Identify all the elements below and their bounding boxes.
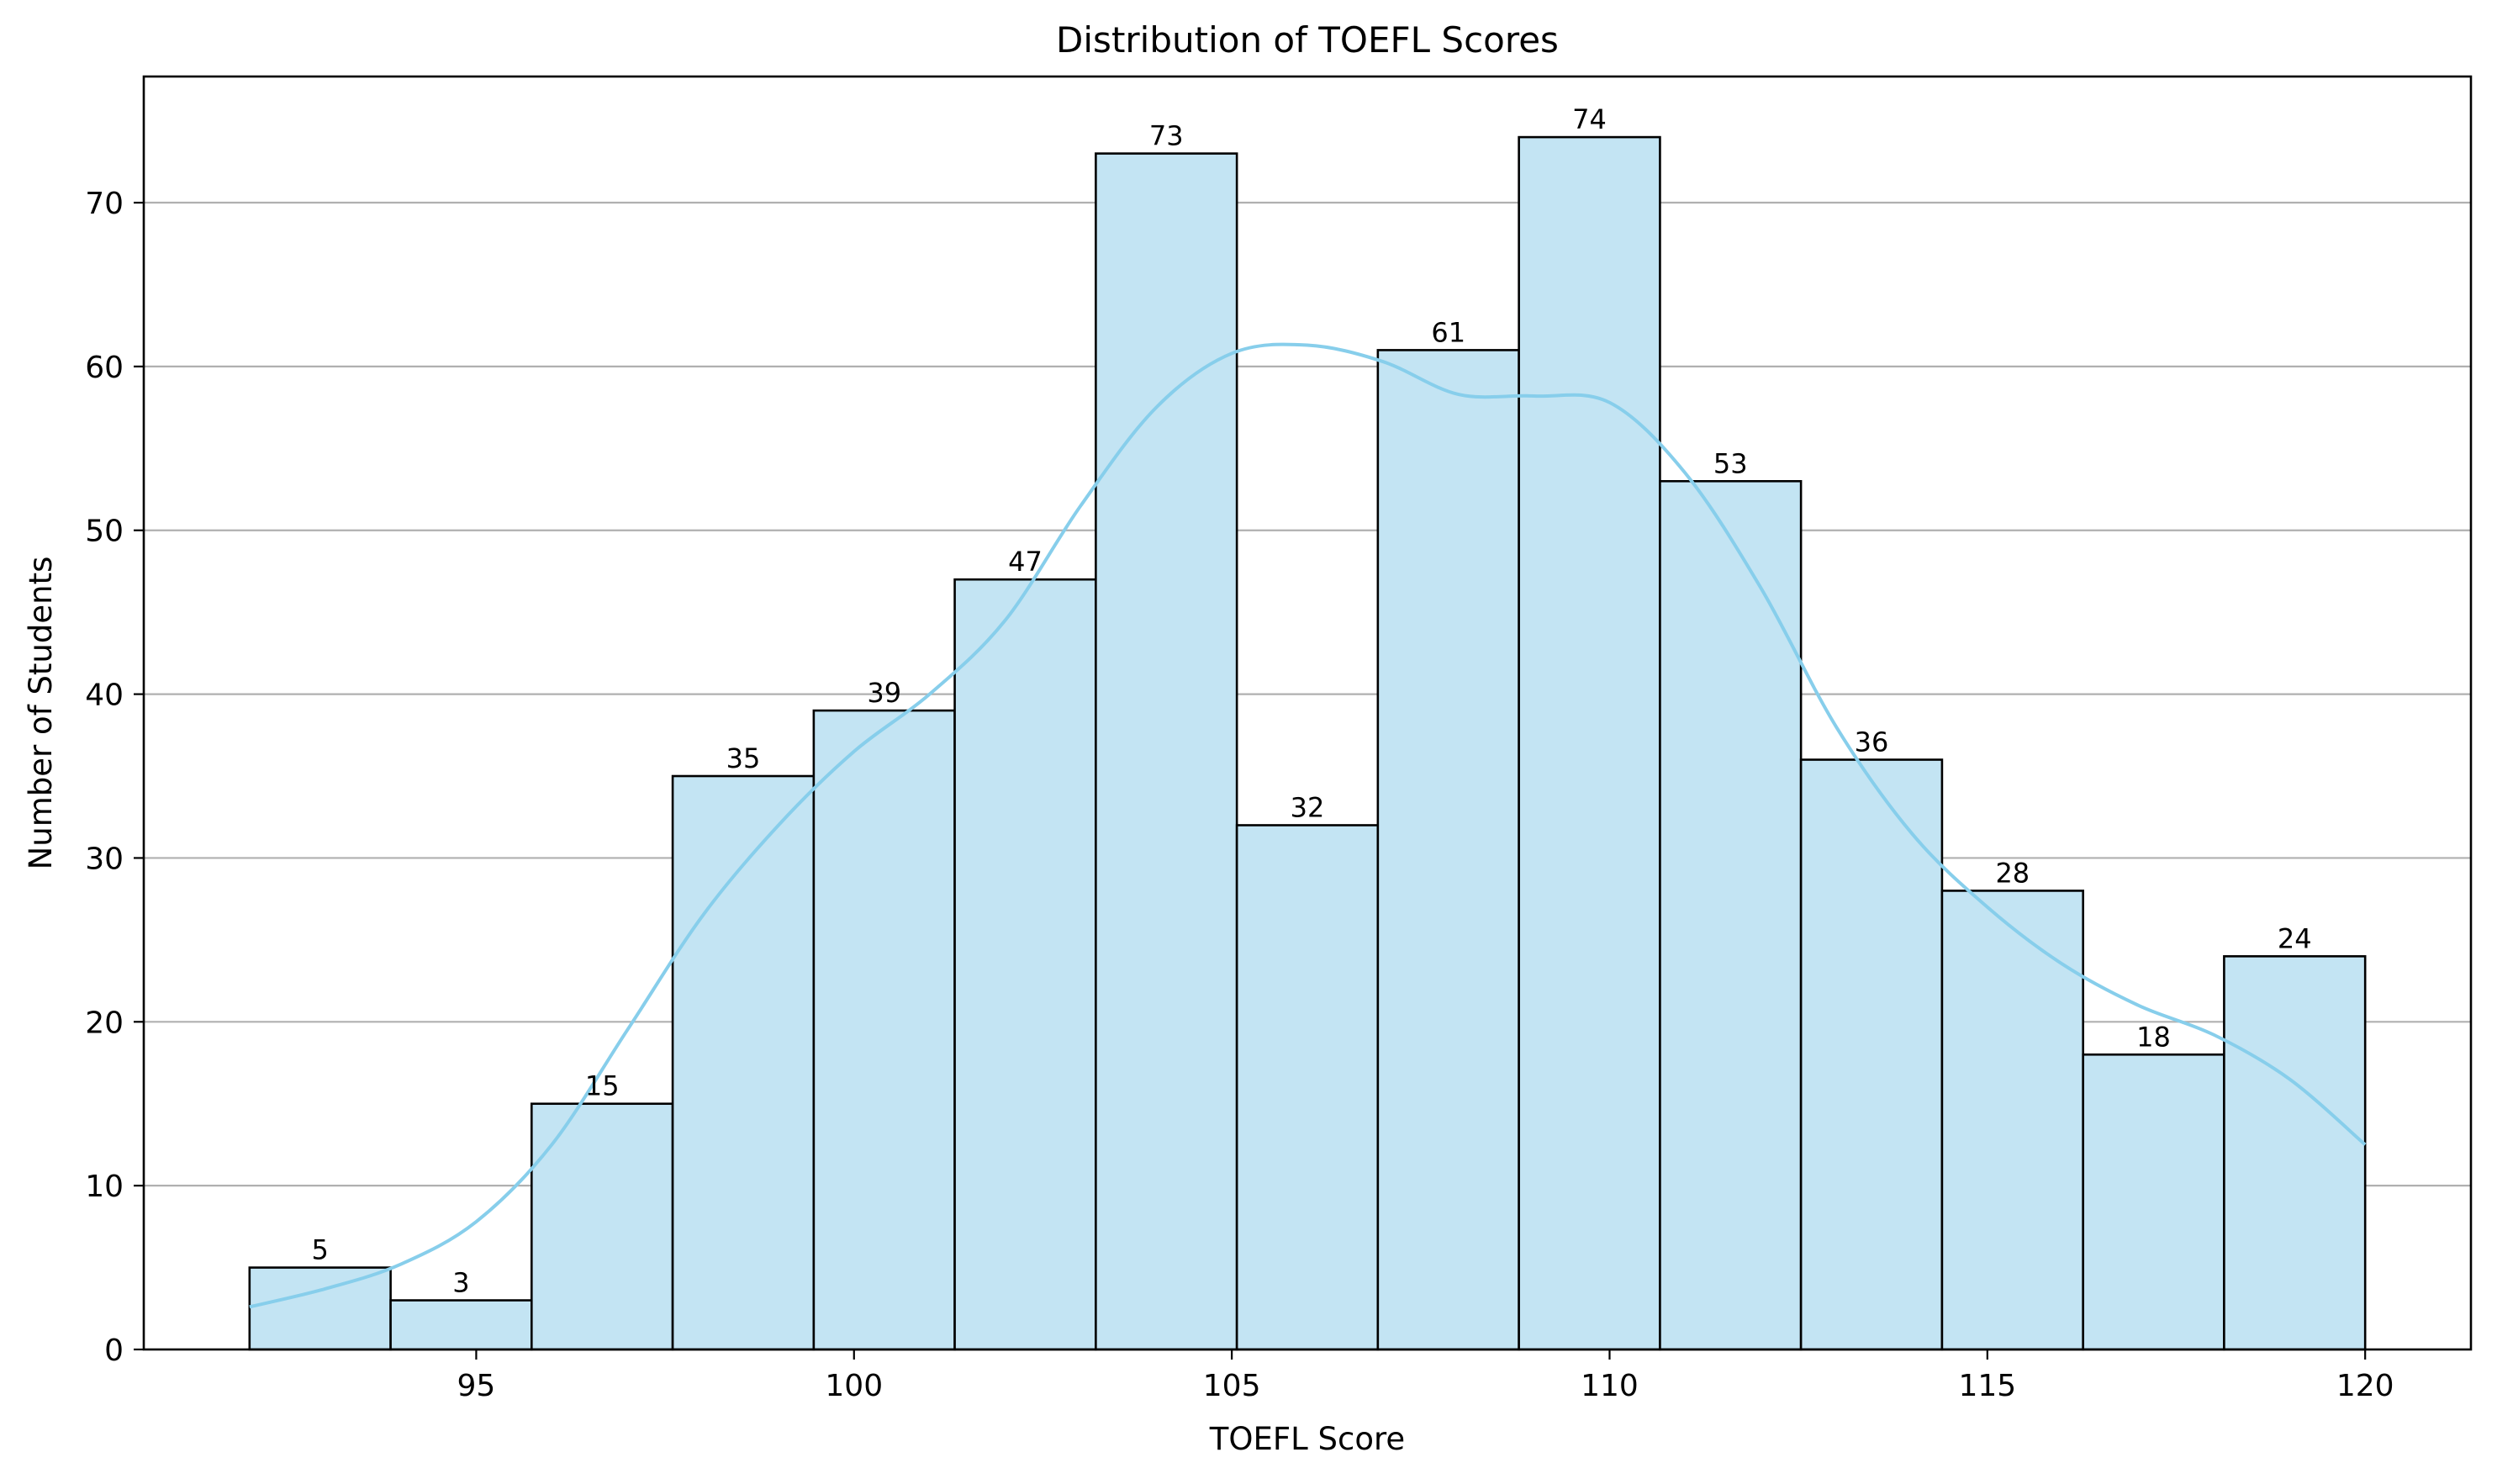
- x-tick-label: 120: [2336, 1369, 2394, 1403]
- y-tick-label: 50: [85, 515, 124, 549]
- bar-value-label: 18: [2136, 1021, 2171, 1053]
- y-tick-label: 40: [85, 679, 124, 713]
- histogram-bar: [953, 578, 1097, 1351]
- x-tick-label: 95: [457, 1369, 496, 1403]
- y-tick-label: 20: [85, 1006, 124, 1040]
- histogram-bar: [2082, 1053, 2225, 1351]
- bar-value-label: 24: [2278, 922, 2312, 954]
- y-tick-label: 70: [85, 187, 124, 221]
- histogram-bar: [389, 1299, 533, 1351]
- histogram-bar: [671, 774, 816, 1351]
- bar-value-label: 53: [1713, 447, 1748, 479]
- histogram-bar: [1095, 152, 1238, 1351]
- y-axis-label: Number of Students: [23, 557, 59, 870]
- bar-value-label: 28: [1995, 857, 2030, 889]
- bar-value-label: 35: [726, 742, 761, 774]
- histogram-bar: [1518, 135, 1661, 1351]
- bar-value-label: 36: [1855, 726, 1889, 758]
- kde-curve: [249, 342, 2367, 1309]
- histogram-bar: [531, 1102, 674, 1351]
- histogram-bar: [248, 1266, 392, 1351]
- bar-value-label: 15: [585, 1070, 620, 1102]
- bar-value-label: 74: [1572, 103, 1607, 135]
- x-axis-label: TOEFL Score: [1209, 1421, 1405, 1457]
- histogram-bar: [1940, 890, 2084, 1351]
- bar-value-label: 5: [312, 1234, 329, 1266]
- histogram-bar: [2223, 955, 2367, 1351]
- y-tick-label: 30: [85, 842, 124, 876]
- x-tick-label: 115: [1958, 1369, 2016, 1403]
- y-axis-ticks: 0 10 20 30 40 50 60 70: [85, 187, 144, 1368]
- x-tick-label: 105: [1203, 1369, 1261, 1403]
- bar-value-label: 39: [867, 677, 901, 709]
- chart-title: Distribution of TOEFL Scores: [1056, 19, 1559, 61]
- y-tick-label: 60: [85, 351, 124, 385]
- histogram-bars: [248, 135, 2367, 1351]
- kde-line: [249, 342, 2367, 1309]
- bar-value-label: 3: [452, 1267, 469, 1299]
- histogram-bar: [1235, 824, 1380, 1351]
- x-tick-label: 110: [1581, 1369, 1639, 1403]
- histogram-bar: [812, 709, 956, 1351]
- x-tick-label: 100: [825, 1369, 883, 1403]
- histogram-bar: [1376, 349, 1520, 1351]
- bar-value-label: 32: [1291, 791, 1325, 823]
- plot-frame: [142, 75, 2473, 1351]
- bar-value-label: 73: [1149, 120, 1184, 152]
- y-tick-label: 0: [104, 1333, 124, 1368]
- y-tick-label: 10: [85, 1170, 124, 1204]
- bar-value-label: 61: [1431, 316, 1465, 348]
- x-axis-ticks: 95 100 105 110 115 120: [457, 1349, 2394, 1403]
- histogram-bar: [1799, 758, 1944, 1351]
- histogram-bar: [1659, 479, 1803, 1351]
- bar-value-label: 47: [1008, 546, 1043, 578]
